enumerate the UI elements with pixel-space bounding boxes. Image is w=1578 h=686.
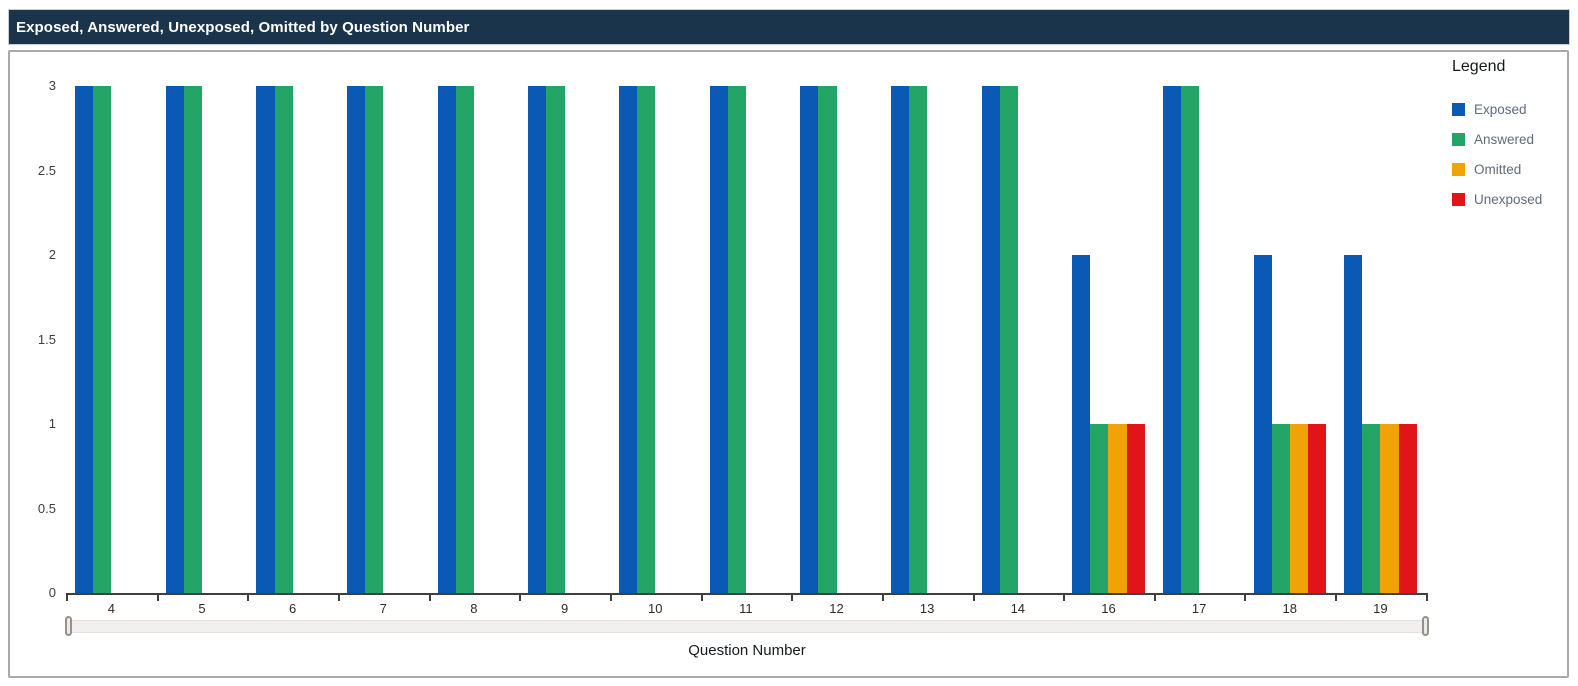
- bar-answered[interactable]: [1090, 424, 1109, 593]
- x-tick-label: 10: [647, 601, 663, 616]
- bar-answered[interactable]: [727, 86, 746, 593]
- bar-answered[interactable]: [909, 86, 928, 593]
- bar-exposed[interactable]: [347, 86, 366, 593]
- x-tick-label: 17: [1191, 601, 1207, 616]
- x-axis-tick: [1335, 593, 1338, 601]
- x-tick-label: 11: [739, 601, 753, 616]
- bar-answered[interactable]: [1271, 424, 1290, 593]
- x-tick-label: 13: [919, 601, 935, 616]
- legend-item-label: Exposed: [1474, 102, 1527, 117]
- legend-items: Exposed Answered Omitted Unexposed: [1452, 102, 1567, 207]
- chart-panel: Question Number Legend Exposed Answered Om…: [8, 50, 1569, 678]
- x-axis-tick: [791, 593, 794, 601]
- x-axis-tick: [428, 593, 431, 601]
- bar-omitted[interactable]: [1380, 424, 1399, 593]
- legend-item[interactable]: Exposed: [1452, 102, 1567, 117]
- x-tick-label: 12: [829, 601, 844, 616]
- x-axis-tick: [1063, 593, 1066, 601]
- legend-item[interactable]: Answered: [1452, 132, 1567, 147]
- bar-answered[interactable]: [365, 86, 384, 593]
- bar-exposed[interactable]: [437, 86, 456, 593]
- x-axis-tick: [247, 593, 250, 601]
- bar-answered[interactable]: [999, 86, 1018, 593]
- x-axis-tick: [156, 593, 159, 601]
- x-axis-tick: [700, 593, 703, 601]
- legend-item-label: Answered: [1474, 132, 1535, 147]
- bar-unexposed[interactable]: [1307, 424, 1326, 593]
- x-axis-tick: [1153, 593, 1156, 601]
- legend-swatch: [1452, 133, 1465, 146]
- y-axis-tick-label: 3: [48, 78, 56, 93]
- bar-exposed[interactable]: [619, 86, 638, 593]
- bar-answered[interactable]: [1362, 424, 1381, 593]
- x-axis-tick: [519, 593, 522, 601]
- x-tick-label: 5: [198, 601, 206, 616]
- legend-swatch: [1452, 163, 1465, 176]
- y-axis-tick-label: 2.5: [37, 162, 56, 178]
- bar-exposed[interactable]: [709, 86, 728, 593]
- bar-answered[interactable]: [274, 86, 293, 593]
- scrollbar-right-handle[interactable]: [1422, 616, 1429, 636]
- bar-omitted[interactable]: [1108, 424, 1127, 593]
- x-axis-scrollbar[interactable]: [65, 616, 1429, 636]
- visual-title: Exposed, Answered, Unexposed, Omitted by…: [16, 18, 470, 36]
- scrollbar-left-handle[interactable]: [65, 616, 72, 636]
- x-tick-label: 19: [1373, 601, 1388, 616]
- bar-unexposed[interactable]: [1398, 424, 1417, 593]
- legend-item[interactable]: Omitted: [1452, 162, 1567, 177]
- legend-swatch: [1452, 103, 1465, 116]
- bar-answered[interactable]: [818, 86, 837, 593]
- bar-exposed[interactable]: [1253, 255, 1272, 593]
- legend: Legend Exposed Answered Omitted Unexposed: [1452, 58, 1567, 222]
- bar-exposed[interactable]: [1162, 86, 1182, 593]
- legend-title: Legend: [1452, 58, 1506, 75]
- x-tick-label: 8: [470, 601, 478, 616]
- bar-answered[interactable]: [546, 86, 565, 593]
- bar-answered[interactable]: [1181, 86, 1200, 593]
- bar-exposed[interactable]: [256, 86, 275, 593]
- bar-exposed[interactable]: [75, 86, 94, 593]
- bar-answered[interactable]: [93, 86, 112, 593]
- bar-exposed[interactable]: [800, 86, 819, 593]
- x-axis-tick: [972, 593, 975, 601]
- y-axis-tick-label: 1: [48, 416, 56, 431]
- x-tick-label: 14: [1010, 601, 1026, 616]
- legend-item-label: Unexposed: [1474, 192, 1543, 207]
- x-axis-line: [66, 593, 1428, 595]
- y-axis-tick-label: 0.5: [37, 500, 56, 516]
- bar-omitted[interactable]: [1289, 424, 1308, 593]
- y-axis-tick-label: 1.5: [37, 331, 56, 347]
- x-axis-title: Question Number: [688, 642, 806, 659]
- x-axis-tick: [1244, 593, 1247, 601]
- bar-answered[interactable]: [183, 86, 202, 593]
- bar-unexposed[interactable]: [1126, 424, 1145, 593]
- legend-swatch: [1452, 193, 1465, 206]
- legend-item-label: Omitted: [1474, 162, 1522, 177]
- bar-answered[interactable]: [455, 86, 474, 593]
- x-tick-label: 18: [1282, 601, 1297, 616]
- x-axis-tick: [609, 593, 612, 601]
- bar-exposed[interactable]: [890, 86, 910, 593]
- legend-item[interactable]: Unexposed: [1452, 192, 1567, 207]
- y-axis-tick-label: 2: [48, 247, 56, 262]
- visual-title-bar[interactable]: Exposed, Answered, Unexposed, Omitted by…: [8, 9, 1570, 45]
- x-tick-label: 9: [560, 601, 569, 616]
- bar-chart-plot-area: Question Number Legend Exposed Answered Om…: [10, 52, 1567, 676]
- x-axis-tick: [1425, 593, 1428, 601]
- x-axis-tick: [337, 593, 340, 601]
- x-axis-tick: [881, 593, 884, 601]
- x-tick-label: 16: [1101, 601, 1116, 616]
- x-tick-label: 6: [289, 601, 297, 616]
- y-axis-tick-label: 0: [48, 585, 56, 600]
- x-axis-tick: [66, 593, 68, 601]
- bar-exposed[interactable]: [528, 86, 547, 593]
- x-tick-label: 4: [107, 601, 115, 616]
- bar-exposed[interactable]: [165, 86, 184, 593]
- bar-exposed[interactable]: [981, 86, 1000, 593]
- x-tick-label: 7: [379, 601, 387, 616]
- bar-exposed[interactable]: [1072, 255, 1091, 593]
- bar-exposed[interactable]: [1344, 255, 1363, 593]
- bar-answered[interactable]: [637, 86, 656, 593]
